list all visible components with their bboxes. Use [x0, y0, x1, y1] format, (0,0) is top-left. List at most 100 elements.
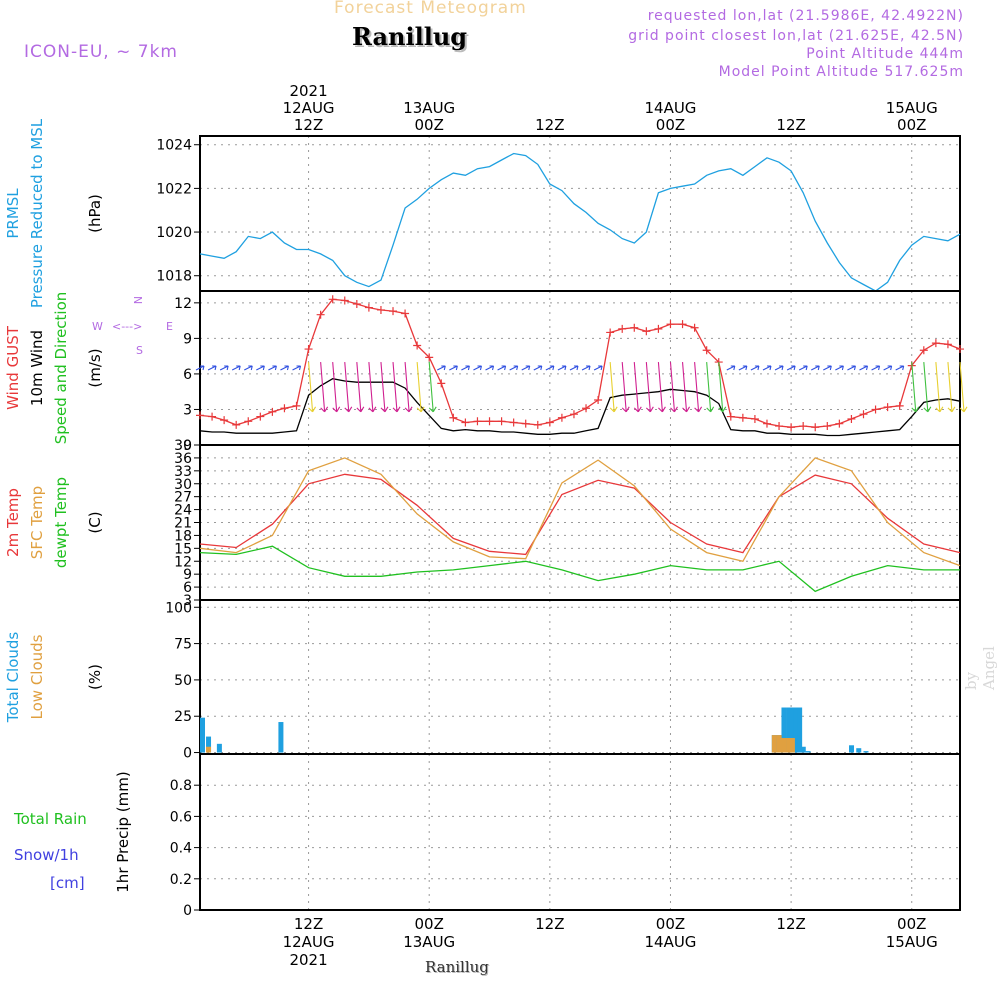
time-label-bottom: 2021: [289, 951, 327, 969]
wind-direction-arrow: [718, 362, 727, 413]
y-tick-label: 30: [174, 477, 192, 493]
time-label-top: 12Z: [294, 116, 323, 134]
y-tick-label: 3: [183, 402, 192, 418]
y-axis-label: 2m Temp: [4, 488, 22, 557]
gust-marker: [871, 405, 880, 414]
gust-marker: [919, 346, 928, 355]
y-tick-label: 15: [174, 541, 192, 557]
compass-n: N: [131, 296, 144, 304]
gust-marker: [364, 303, 373, 312]
gust-marker: [521, 419, 530, 428]
wind-direction-arrow: [923, 362, 932, 413]
gust-marker: [666, 320, 675, 329]
wind-direction-arrow: [706, 362, 715, 413]
gust-marker: [847, 414, 856, 423]
wind-direction-arrow: [416, 362, 425, 413]
wind-direction-arrow: [669, 362, 678, 413]
wind-direction-arrow: [356, 362, 365, 413]
cloud-bar: [793, 707, 799, 753]
time-label-top: 12Z: [535, 116, 564, 134]
gust-marker: [425, 353, 434, 362]
y-tick-label: 18: [174, 528, 192, 544]
cloud-bar: [786, 707, 792, 753]
gust-marker: [811, 423, 820, 432]
wind-direction-arrow: [621, 362, 630, 413]
y-axis-label: Low Clouds: [28, 634, 46, 719]
gust-marker: [642, 327, 651, 336]
time-label-bottom: 12Z: [535, 915, 564, 933]
wind-direction-arrow: [895, 365, 905, 371]
series-line: [199, 473, 961, 556]
wind-direction-arrow: [762, 365, 772, 371]
wind-direction-arrow: [738, 365, 748, 371]
y-axis-label: Speed and Direction: [52, 292, 70, 445]
legend-label: Snow/1h: [14, 846, 79, 864]
wind-direction-arrow: [449, 365, 458, 371]
gust-marker: [823, 422, 832, 431]
gust-marker: [654, 324, 663, 333]
wind-direction-arrow: [581, 365, 591, 371]
cloud-bar: [789, 707, 795, 753]
time-label-bottom: 12Z: [776, 915, 805, 933]
y-axis-label: PRMSL: [4, 188, 22, 239]
wind-direction-arrow: [911, 362, 920, 413]
cloud-bar: [805, 751, 811, 753]
time-label-top: 2021: [289, 82, 327, 100]
wind-direction-arrow: [461, 365, 470, 371]
wind-direction-arrow: [798, 365, 808, 371]
cloud-bar: [856, 748, 862, 753]
gust-marker: [413, 341, 422, 350]
gust-marker: [618, 324, 627, 333]
gust-marker: [569, 410, 578, 419]
wind-direction-arrow: [810, 365, 820, 371]
y-axis-label: (C): [86, 511, 104, 533]
gust-marker: [943, 340, 952, 349]
time-label-top: 00Z: [897, 116, 926, 134]
legend-label: [cm]: [50, 874, 85, 892]
requested-coordinates: requested lon,lat (21.5986E, 42.4922N): [647, 8, 964, 24]
wind-direction-arrow: [823, 365, 832, 371]
wind-direction-arrow: [557, 365, 567, 371]
y-tick-label: 0: [183, 746, 192, 762]
y-tick-label: 1022: [156, 181, 192, 197]
credit-watermark: by Angel: [962, 646, 998, 690]
y-axis-label: Pressure Reduced to MSL: [28, 118, 46, 308]
cloud-bar: [797, 707, 803, 753]
y-axis-label: 10m Wind: [28, 330, 46, 406]
wind-direction-arrow: [308, 362, 317, 413]
cloud-bar: [786, 738, 792, 753]
y-tick-label: 3: [183, 593, 192, 609]
gust-marker: [208, 412, 217, 421]
gust-marker: [509, 418, 518, 427]
y-tick-label: 25: [174, 709, 192, 725]
cloud-bar: [776, 735, 782, 753]
wind-direction-arrow: [750, 365, 760, 371]
wind-direction-arrow: [935, 362, 944, 413]
wind-direction-arrow: [657, 362, 666, 413]
wind-direction-arrow: [392, 362, 401, 413]
y-tick-label: 12: [174, 554, 192, 570]
wind-direction-arrow: [847, 365, 856, 371]
gust-marker: [726, 412, 735, 421]
y-tick-label: 75: [174, 637, 192, 653]
y-tick-label: 33: [174, 464, 192, 480]
gust-marker: [196, 411, 204, 420]
time-label-bottom: 00Z: [897, 915, 926, 933]
model-point-altitude: Model Point Altitude 517.625m: [718, 64, 964, 80]
wind-direction-arrow: [726, 365, 736, 371]
wind-direction-arrow: [609, 362, 618, 413]
time-label-top: 00Z: [656, 116, 685, 134]
y-tick-label: 6: [183, 367, 192, 383]
y-axis-label: SFC Temp: [28, 486, 46, 559]
y-axis-label: (m/s): [86, 348, 104, 387]
wind-direction-arrow: [256, 365, 265, 371]
wind-direction-arrow: [645, 362, 654, 413]
cloud-bar: [781, 738, 787, 753]
cloud-bar: [863, 751, 869, 753]
gust-marker: [328, 295, 337, 304]
gust-marker: [799, 422, 808, 431]
series-line: [199, 457, 961, 567]
time-label-bottom: 15AUG: [886, 933, 938, 951]
y-axis-label: (hPa): [86, 194, 104, 233]
grid-point-coordinates: grid point closest lon,lat (21.625E, 42.…: [628, 28, 964, 44]
